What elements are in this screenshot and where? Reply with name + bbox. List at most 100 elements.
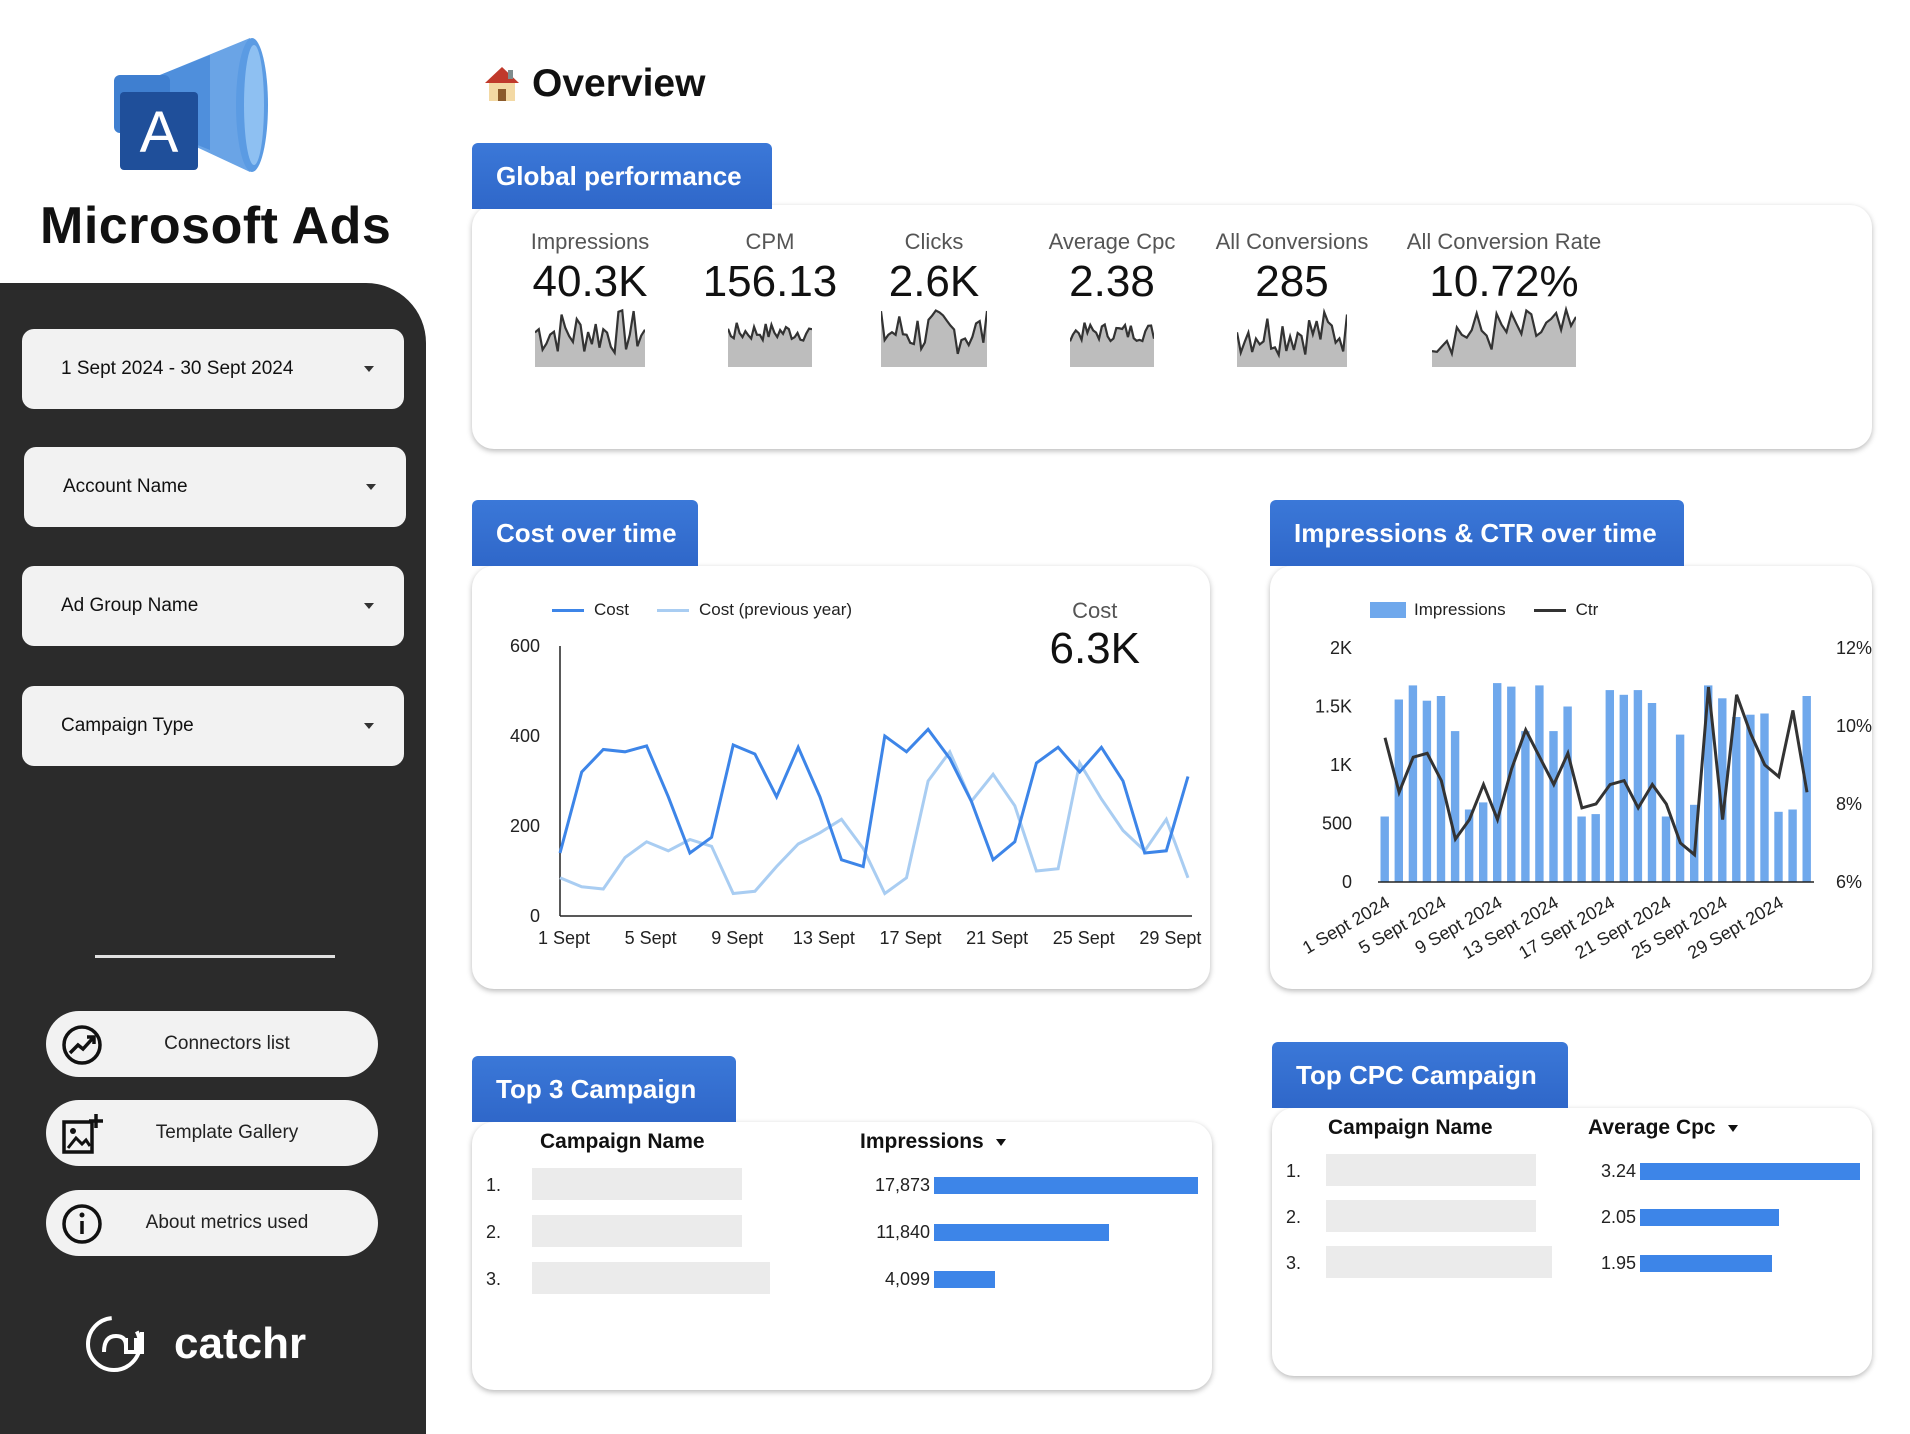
row-rank: 1. bbox=[1286, 1161, 1302, 1181]
about-metrics-button[interactable]: About metrics used bbox=[46, 1190, 378, 1256]
kpi-all-conversion-rate: All Conversion Rate 10.72% bbox=[1384, 229, 1624, 307]
campaign-name-redacted bbox=[1326, 1154, 1536, 1186]
cost-y-tick: 600 bbox=[510, 636, 540, 656]
kpi-sparkline bbox=[881, 309, 987, 367]
row-metric-value: 17,873 bbox=[874, 1175, 930, 1195]
ctr-y-tick: 10% bbox=[1836, 716, 1872, 736]
row-metric-value: 3.24 bbox=[1600, 1161, 1636, 1181]
kpi-clicks: Clicks 2.6K bbox=[814, 229, 1054, 307]
page-title-text: Overview bbox=[532, 62, 706, 105]
kpi-all-conversions: All Conversions 285 bbox=[1172, 229, 1412, 307]
impressions-legend-swatch bbox=[1370, 602, 1406, 618]
campaign-name-redacted bbox=[1326, 1246, 1552, 1278]
cost-kpi-value: 6.3K bbox=[1049, 624, 1140, 673]
cost-kpi: Cost 6.3K bbox=[1049, 598, 1140, 674]
topcpc-col-campaign-name: Campaign Name bbox=[1328, 1116, 1493, 1139]
impressions-x-tick: 29 Sept 2024 bbox=[1684, 892, 1787, 963]
row-rank: 2. bbox=[486, 1222, 502, 1242]
impressions-bar bbox=[1774, 811, 1783, 882]
chevron-down-icon bbox=[364, 366, 374, 372]
date-range-label: 1 Sept 2024 - 30 Sept 2024 bbox=[61, 358, 294, 379]
impressions-bar bbox=[1521, 731, 1530, 882]
account-name-filter[interactable]: Account Name bbox=[24, 447, 406, 527]
impressions-bar bbox=[1788, 809, 1797, 882]
row-metric-value: 2.05 bbox=[1600, 1207, 1636, 1227]
catchr-icon bbox=[86, 1316, 144, 1372]
impressions-bar bbox=[1549, 731, 1558, 882]
cost-legend-swatch bbox=[552, 608, 584, 612]
row-metric-bar bbox=[934, 1224, 1109, 1241]
chevron-down-icon bbox=[366, 484, 376, 490]
impressions-bar bbox=[1746, 714, 1755, 882]
cost-x-tick: 1 Sept bbox=[538, 928, 590, 948]
campaign-name-redacted bbox=[532, 1215, 742, 1247]
connectors-list-label: Connectors list bbox=[164, 1033, 290, 1054]
info-icon bbox=[62, 1204, 102, 1244]
house-icon bbox=[485, 67, 519, 101]
cost-y-tick: 400 bbox=[510, 726, 540, 746]
cost-y-tick: 0 bbox=[530, 906, 540, 926]
ad-group-name-filter[interactable]: Ad Group Name bbox=[22, 566, 404, 646]
ad-group-name-label: Ad Group Name bbox=[61, 595, 199, 616]
sidebar: 1 Sept 2024 - 30 Sept 2024 Account Name … bbox=[0, 283, 426, 1434]
kpi-sparkline bbox=[1237, 307, 1347, 367]
row-metric-bar bbox=[1640, 1255, 1773, 1272]
ctr-y-tick: 8% bbox=[1836, 794, 1862, 814]
kpi-value: 2.6K bbox=[888, 257, 980, 306]
cost-series-line bbox=[558, 726, 1190, 869]
cost-over-time-card: Cost Cost (previous year) Cost 6.3K 0 200… bbox=[472, 566, 1210, 989]
template-gallery-button[interactable]: Template Gallery bbox=[46, 1100, 378, 1166]
ctr-y-tick: 12% bbox=[1836, 638, 1872, 658]
kpi-average-cpc: Average Cpc 2.38 bbox=[992, 229, 1232, 307]
campaign-type-filter[interactable]: Campaign Type bbox=[22, 686, 404, 766]
kpi-cpm: CPM 156.13 bbox=[650, 229, 890, 307]
kpi-label: CPM bbox=[745, 229, 795, 254]
gallery-icon bbox=[62, 1114, 103, 1154]
impressions-y-tick: 1.5K bbox=[1315, 697, 1352, 717]
cost-x-tick: 13 Sept bbox=[793, 928, 855, 948]
impressions-legend-label: Impressions bbox=[1414, 600, 1506, 619]
topcpc-col-average-cpc[interactable]: Average Cpc bbox=[1588, 1116, 1738, 1140]
cost-line-chart: 0 200 400 600 1 Sept 5 Sept 9 Sept 13 Sept 17 Se… bbox=[510, 636, 1201, 948]
kpi-sparkline bbox=[535, 308, 645, 367]
campaign-name-redacted bbox=[532, 1262, 770, 1294]
cost-prev-series-line bbox=[559, 748, 1190, 896]
cost-legend: Cost Cost (previous year) bbox=[552, 600, 852, 620]
ctr-y-tick: 6% bbox=[1836, 872, 1862, 892]
svg-text:A: A bbox=[140, 100, 179, 165]
impressions-bar bbox=[1422, 700, 1432, 882]
account-name-label: Account Name bbox=[63, 476, 188, 497]
impressions-bar bbox=[1380, 816, 1389, 882]
catchr-logo: catchr bbox=[82, 1312, 306, 1376]
cost-x-tick: 5 Sept bbox=[625, 928, 677, 948]
brand-title: Microsoft Ads bbox=[40, 197, 392, 255]
top3-col-impressions[interactable]: Impressions bbox=[860, 1130, 1006, 1154]
kpi-sparkline bbox=[1432, 305, 1576, 367]
connectors-list-button[interactable]: Connectors list bbox=[46, 1011, 378, 1077]
global-performance-card: Impressions 40.3K CPM 156.13 Clicks 2.6K Avera… bbox=[472, 205, 1872, 449]
row-metric-value: 1.95 bbox=[1600, 1253, 1636, 1273]
kpi-impressions: Impressions 40.3K bbox=[470, 229, 710, 307]
row-metric-bar bbox=[1640, 1163, 1860, 1180]
top3-campaign-tab: Top 3 Campaign bbox=[472, 1056, 736, 1122]
impressions-y-tick: 1K bbox=[1330, 755, 1352, 775]
cost-y-tick: 200 bbox=[510, 816, 540, 836]
chevron-down-icon bbox=[364, 723, 374, 729]
impressions-bar bbox=[1563, 706, 1572, 882]
template-gallery-label: Template Gallery bbox=[155, 1122, 299, 1143]
microsoft-ads-logo: A bbox=[100, 30, 280, 180]
impressions-bar bbox=[1704, 685, 1713, 882]
global-performance-tab: Global performance bbox=[472, 143, 772, 209]
impressions-bar bbox=[1760, 713, 1769, 882]
date-range-filter[interactable]: 1 Sept 2024 - 30 Sept 2024 bbox=[22, 329, 404, 409]
top3-campaign-card: Campaign Name Impressions 1. 17,873 2. 11,8… bbox=[472, 1122, 1212, 1390]
kpi-label: Impressions bbox=[530, 229, 650, 254]
impressions-bar bbox=[1450, 731, 1460, 882]
row-metric-bar bbox=[1640, 1209, 1780, 1226]
campaign-name-redacted bbox=[1326, 1200, 1536, 1232]
impressions-bar bbox=[1479, 802, 1488, 882]
impressions-bar bbox=[1718, 698, 1727, 882]
impressions-bar bbox=[1493, 683, 1502, 882]
kpi-label: All Conversion Rate bbox=[1406, 229, 1602, 254]
